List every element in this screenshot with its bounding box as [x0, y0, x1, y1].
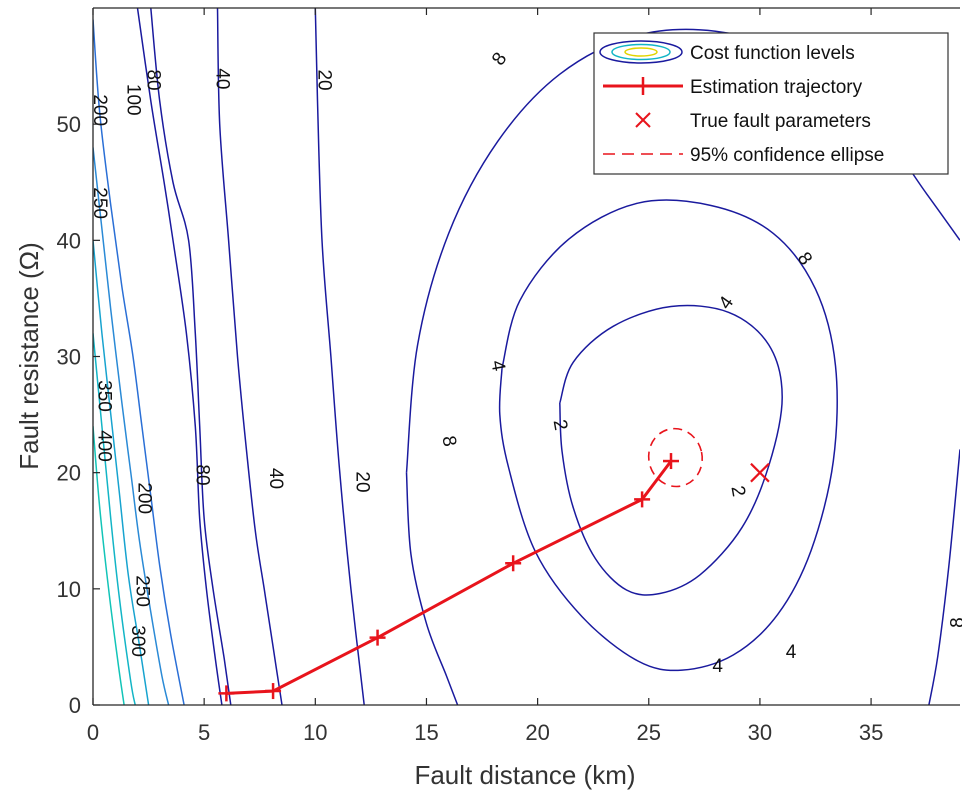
- contour-label: 40: [265, 468, 286, 489]
- contour-line-250: [93, 147, 170, 705]
- x-tick-label: 0: [87, 720, 99, 745]
- true-fault-marker: [750, 462, 770, 483]
- x-tick-label: 5: [198, 720, 210, 745]
- trajectory-point: [634, 491, 651, 508]
- contour-label: 8: [947, 617, 962, 628]
- trajectory: [218, 427, 770, 702]
- contour-label: 4: [712, 656, 723, 677]
- legend-entry-true-fault: True fault parameters: [690, 111, 871, 132]
- contour-label: 2: [726, 484, 749, 498]
- legend-entry-ellipse: 95% confidence ellipse: [690, 145, 884, 166]
- legend-true-fault-icon: [635, 112, 651, 128]
- contour-line-400: [93, 426, 125, 705]
- x-tick-label: 25: [637, 720, 661, 745]
- contour-line-2: [559, 304, 783, 596]
- contour-label: 250: [131, 575, 152, 607]
- contour-label: 300: [127, 625, 148, 657]
- contour-label: 4: [486, 359, 509, 373]
- x-tick-label: 20: [525, 720, 549, 745]
- x-axis-label: Fault distance (km): [414, 760, 635, 790]
- contour-label: 8: [437, 434, 460, 448]
- trajectory-point: [505, 555, 522, 572]
- x-tick-label: 15: [414, 720, 438, 745]
- y-axis-label: Fault resistance (Ω): [14, 242, 44, 470]
- contour-line-200: [93, 19, 185, 705]
- legend-entry-contours: Cost function levels: [690, 43, 855, 64]
- legend: Cost function levels Estimation trajecto…: [593, 32, 949, 175]
- contour-line-350: [93, 333, 136, 705]
- contour-label: 350: [94, 380, 115, 412]
- y-tick-label: 40: [57, 228, 81, 253]
- contour-label: 2: [549, 418, 572, 432]
- y-tick-label: 20: [57, 461, 81, 486]
- contour-line-300: [93, 240, 150, 705]
- confidence-ellipse: [647, 427, 704, 488]
- contour-label: 20: [314, 69, 335, 90]
- contour-label: 200: [134, 482, 155, 514]
- legend-box: [593, 32, 949, 175]
- trajectory-point: [369, 629, 386, 646]
- trajectory-point: [218, 685, 235, 702]
- contour-line-80: [150, 8, 232, 705]
- legend-contour-icon: [599, 40, 683, 64]
- contour-label: 400: [94, 430, 115, 462]
- contour-label: 80: [143, 69, 164, 90]
- legend-entry-trajectory: Estimation trajectory: [690, 77, 863, 98]
- contour-label: 80: [191, 464, 212, 485]
- contour-label: 20: [351, 471, 372, 492]
- legend-trajectory-icon: [603, 77, 683, 95]
- trajectory-point: [663, 453, 679, 470]
- contour-line-8: [928, 449, 960, 705]
- y-tick-label: 30: [57, 345, 81, 370]
- contour-line-40: [216, 8, 283, 705]
- y-tick-label: 50: [57, 112, 81, 137]
- contour-line-20: [314, 8, 365, 705]
- y-tick-label: 10: [57, 577, 81, 602]
- contour-line-100: [136, 8, 223, 705]
- contour-label: 100: [123, 84, 144, 116]
- contour-label: 200: [89, 94, 110, 126]
- contour-label: 250: [89, 187, 110, 219]
- trajectory-point: [265, 683, 282, 700]
- x-tick-label: 10: [303, 720, 327, 745]
- contour-line-8: [405, 472, 459, 705]
- y-tick-label: 0: [69, 693, 81, 718]
- x-tick-label: 30: [748, 720, 772, 745]
- x-tick-label: 35: [859, 720, 883, 745]
- contour-label: 4: [786, 642, 797, 663]
- contour-label: 40: [211, 68, 232, 89]
